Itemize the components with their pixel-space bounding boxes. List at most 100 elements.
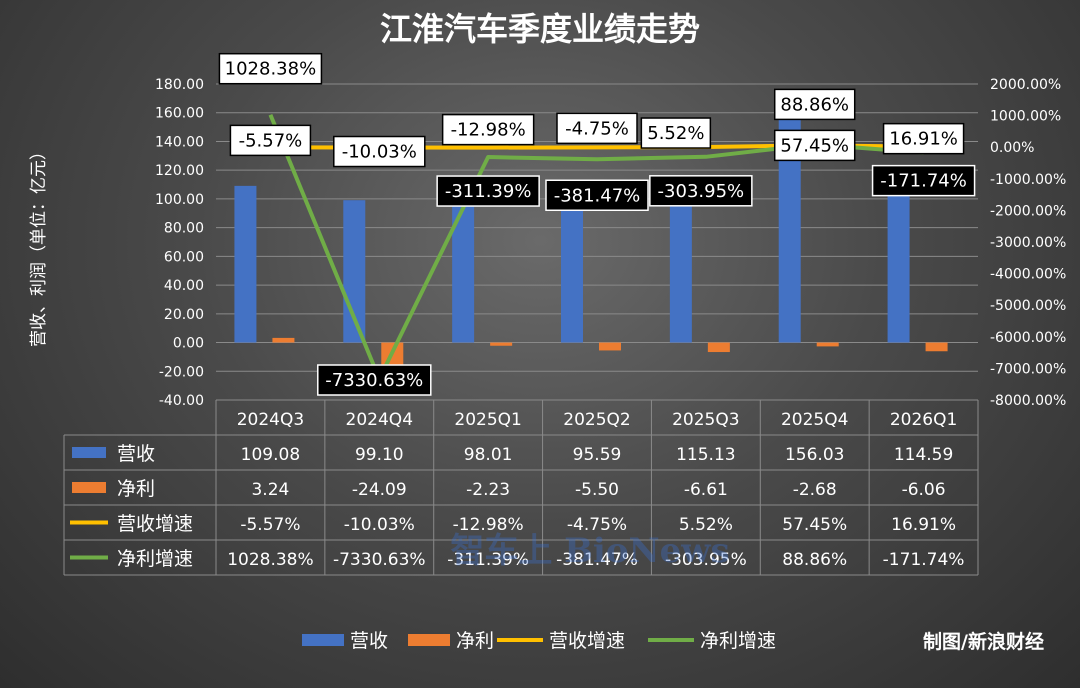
- bar-revenue: [887, 177, 910, 343]
- right-tick-label: 0.00%: [990, 140, 1034, 156]
- bar-profit: [707, 342, 730, 353]
- right-tick-label: -8000.00%: [990, 393, 1066, 409]
- source-note: 制图/新浪财经: [923, 630, 1044, 653]
- table-row-name: 净利: [117, 478, 155, 500]
- label-revenue-growth: -5.57%: [239, 130, 303, 151]
- left-tick-label: 0.00: [173, 336, 204, 352]
- table-cell: -7330.63%: [333, 550, 426, 570]
- category-label: 2024Q4: [346, 410, 413, 430]
- label-profit-growth: -7330.63%: [325, 370, 423, 391]
- table-cell: 99.10: [355, 445, 404, 465]
- left-tick-label: 160.00: [155, 106, 204, 122]
- table-cell: -311.39%: [447, 550, 529, 570]
- category-label: 2025Q2: [563, 410, 630, 430]
- table-cell: -2.68: [793, 480, 837, 500]
- bar-revenue: [234, 185, 257, 343]
- table-row-name: 净利增速: [117, 548, 193, 570]
- right-tick-label: -3000.00%: [990, 235, 1066, 251]
- left-tick-label: 40.00: [164, 278, 204, 294]
- label-revenue-growth-box: [333, 135, 426, 168]
- label-profit-growth-box: [545, 179, 649, 212]
- label-revenue-growth-box: [229, 124, 312, 157]
- left-tick-label: 100.00: [155, 192, 204, 208]
- table-cell: -24.09: [352, 480, 407, 500]
- right-tick-label: -7000.00%: [990, 361, 1066, 377]
- table-cell: 156.03: [785, 445, 844, 465]
- label-profit-growth-box: [317, 364, 432, 396]
- label-revenue-growth-box: [441, 113, 535, 146]
- table-cell: -2.23: [466, 480, 510, 500]
- left-tick-label: 140.00: [155, 134, 204, 150]
- label-revenue-growth: 16.91%: [889, 129, 958, 150]
- label-profit-growth-box: [773, 88, 856, 121]
- table-cell: -5.57%: [240, 515, 300, 535]
- table-cell: 115.13: [676, 445, 735, 465]
- label-profit-growth: -303.95%: [658, 181, 745, 202]
- right-tick-label: -4000.00%: [990, 267, 1066, 283]
- label-profit-growth: 1028.38%: [225, 59, 317, 80]
- right-tick-label: 2000.00%: [990, 77, 1061, 93]
- table-cell: -6.06: [902, 480, 946, 500]
- label-profit-growth-box: [218, 52, 323, 85]
- chart-title: 江淮汽车季度业绩走势: [380, 10, 700, 48]
- label-profit-growth: -381.47%: [554, 185, 641, 206]
- category-label: 2025Q3: [672, 410, 739, 430]
- label-profit-growth-box: [649, 175, 753, 207]
- category-label: 2025Q1: [454, 410, 521, 430]
- watermark: 智车上 BioNews: [450, 531, 729, 571]
- table-cell: -5.50: [575, 480, 619, 500]
- legend-label: 净利: [456, 630, 494, 652]
- table-cell: -4.75%: [567, 515, 627, 535]
- bar-revenue: [561, 205, 583, 343]
- label-revenue-growth: -10.03%: [342, 142, 417, 163]
- left-axis-ticks: 180.00 160.00 140.00 120.00 100.00 80.00 60.00…: [155, 77, 204, 409]
- bars: [234, 118, 948, 378]
- left-tick-label: -40.00: [159, 393, 204, 409]
- right-tick-label: -2000.00%: [990, 203, 1066, 219]
- left-tick-label: 180.00: [155, 77, 204, 93]
- table-cell: 88.86%: [782, 550, 847, 570]
- table-cell: 16.91%: [891, 515, 956, 535]
- label-revenue-growth: 5.52%: [647, 123, 704, 144]
- legend-swatch: [408, 634, 450, 646]
- bar-profit: [599, 342, 621, 351]
- category-label: 2026Q1: [890, 410, 957, 430]
- table-cell: -6.61: [684, 480, 728, 500]
- category-label: 2024Q3: [237, 410, 304, 430]
- table-cell: -303.95%: [665, 550, 747, 570]
- left-tick-label: 120.00: [155, 163, 204, 179]
- label-profit-growth: -311.39%: [445, 181, 532, 202]
- table-row-name: 营收增速: [117, 513, 193, 535]
- bar-profit: [816, 342, 839, 347]
- legend-label: 营收增速: [549, 630, 625, 652]
- table-cell: -10.03%: [344, 515, 415, 535]
- table-cell: 109.08: [241, 445, 300, 465]
- table-cell: 3.24: [251, 480, 289, 500]
- label-revenue-growth: -4.75%: [565, 118, 629, 139]
- left-tick-label: 20.00: [164, 307, 204, 323]
- label-profit-growth-box: [436, 175, 540, 207]
- table-cell: -171.74%: [883, 550, 965, 570]
- category-label: 2025Q4: [781, 410, 848, 430]
- bar-profit: [272, 337, 295, 343]
- bar-profit: [490, 342, 513, 346]
- table-row-name: 营收: [117, 443, 155, 465]
- legend-label: 净利增速: [700, 630, 776, 652]
- table-cell: 5.52%: [679, 515, 733, 535]
- table-cell: 114.59: [894, 445, 953, 465]
- table-cell: -12.98%: [453, 515, 524, 535]
- label-profit-growth: 88.86%: [780, 94, 849, 115]
- right-axis-ticks: 2000.00% 1000.00% 0.00% -1000.00% -2000.00% -…: [990, 77, 1066, 409]
- label-revenue-growth-box: [556, 112, 638, 145]
- table-cell: 1028.38%: [227, 550, 313, 570]
- right-tick-label: -1000.00%: [990, 172, 1066, 188]
- label-profit-growth-box: [871, 164, 976, 197]
- bar-revenue: [669, 177, 692, 343]
- y-axis-label: 营收、利润（单位：亿元）: [29, 143, 49, 347]
- table-cell: 98.01: [464, 445, 513, 465]
- table-key-swatch: [72, 482, 106, 493]
- right-tick-label: -6000.00%: [990, 330, 1066, 346]
- data-labels: -5.57% 1028.38% -10.03% -7330.63% -12.98% -31…: [218, 52, 976, 396]
- table-key-swatch: [72, 447, 106, 458]
- bar-revenue: [778, 118, 801, 343]
